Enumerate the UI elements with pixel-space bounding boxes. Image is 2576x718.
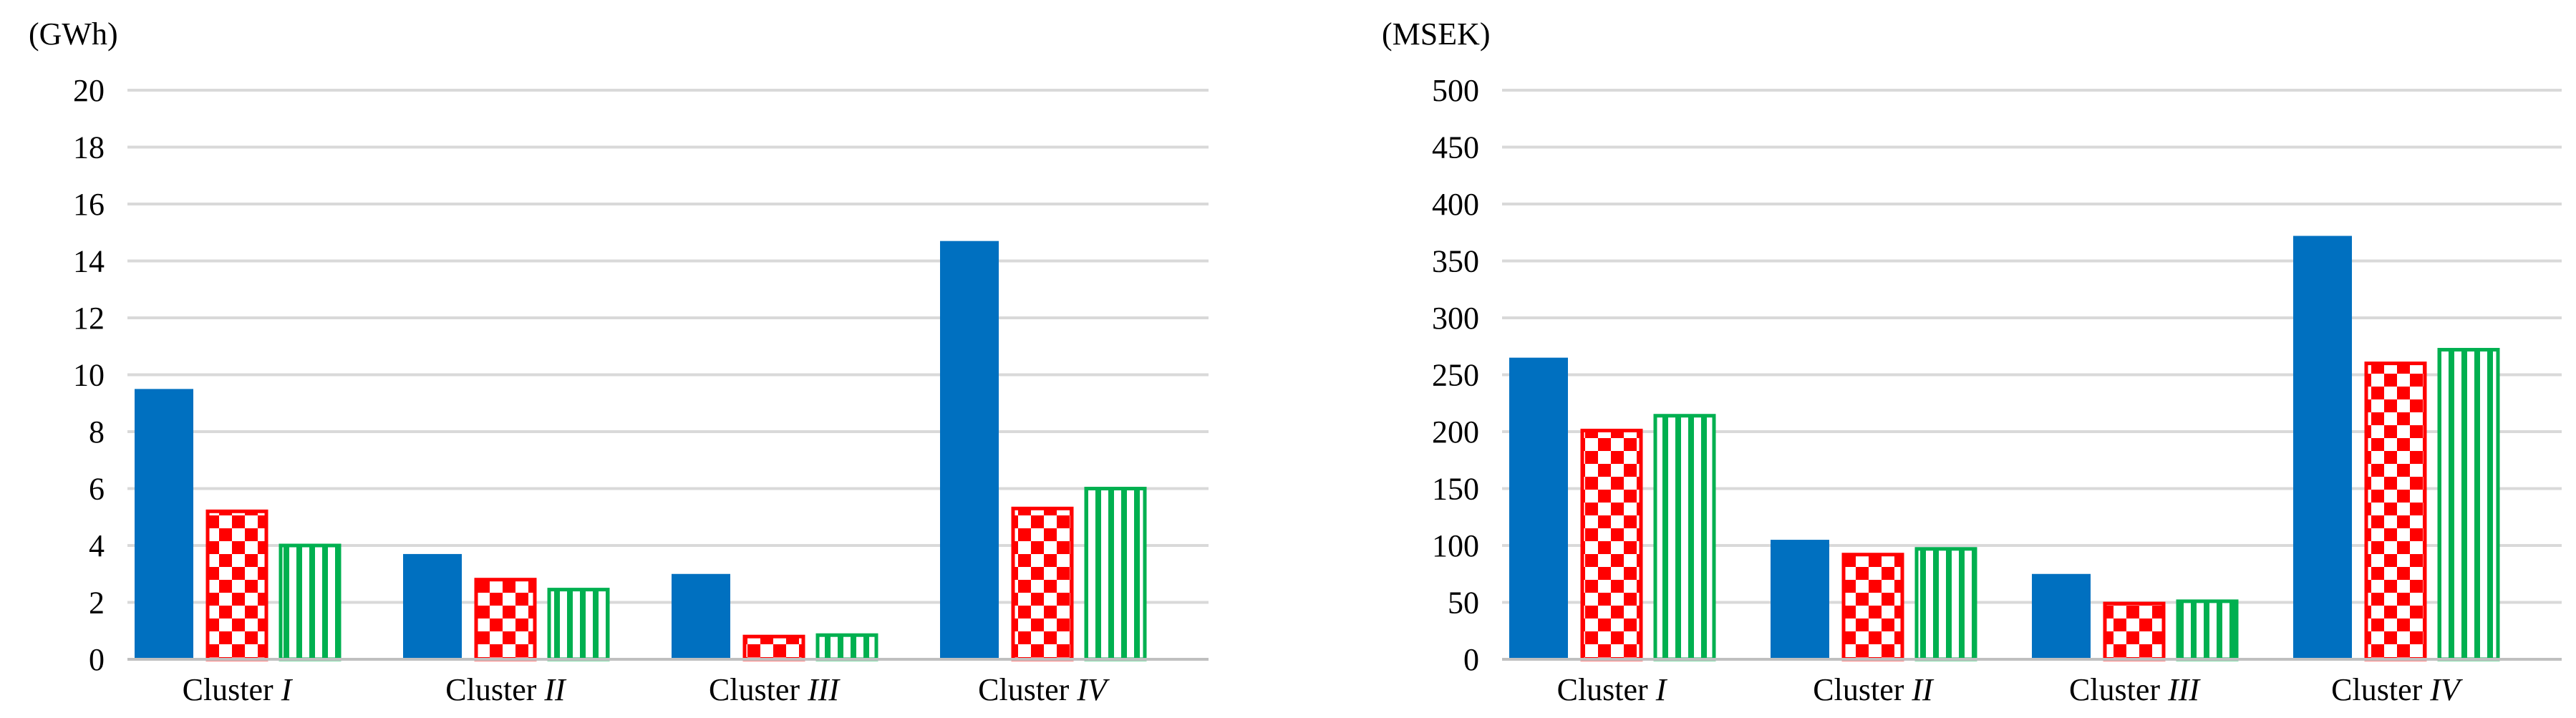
energy-category-label: Cluster IV <box>978 672 1110 707</box>
energy-bar-checkerboard <box>742 634 805 661</box>
cost-chart: (MSEK) 0 50 100 150 200 250 300 350 400 450 500 Clu… <box>1382 16 2562 707</box>
energy-category-label: Cluster III <box>709 672 841 707</box>
cost-y-tick-label: 300 <box>1432 301 1479 336</box>
energy-bar-vertical-stripes <box>1084 487 1147 661</box>
energy-y-tick-label: 2 <box>89 586 105 621</box>
energy-y-tick-label: 14 <box>73 244 105 279</box>
energy-bar-solid <box>672 573 730 659</box>
cost-bar-checkerboard <box>2103 601 2166 661</box>
energy-bar-solid <box>940 241 999 659</box>
cost-y-tick-label: 0 <box>1463 642 1479 677</box>
cost-bar-vertical-stripes <box>1653 414 1716 661</box>
energy-y-tick-label: 20 <box>73 73 105 108</box>
energy-chart: (GWh) 0 2 4 6 8 10 12 14 16 18 20 Cluster I Cluster … <box>29 16 1209 707</box>
cost-bar-solid <box>2032 573 2091 659</box>
energy-bar-checkerboard <box>474 578 537 661</box>
cost-category-label: Cluster III <box>2069 672 2201 707</box>
energy-y-tick-label: 18 <box>73 130 105 165</box>
cost-category-label: Cluster IV <box>2331 672 2464 707</box>
energy-y-tick-label: 8 <box>89 414 105 450</box>
energy-bar-checkerboard <box>205 509 268 661</box>
cost-bar-solid <box>1771 540 1829 659</box>
energy-unit-label: (GWh) <box>29 16 118 52</box>
cost-bar-checkerboard <box>1580 428 1643 661</box>
energy-y-tick-label: 6 <box>89 472 105 507</box>
energy-bar-vertical-stripes <box>815 633 878 661</box>
cost-y-tick-label: 200 <box>1432 414 1479 450</box>
cost-y-tick-label: 50 <box>1448 586 1479 621</box>
cost-bar-checkerboard <box>1841 553 1904 661</box>
energy-y-tick-label: 0 <box>89 642 105 677</box>
cost-category-label: Cluster I <box>1557 672 1668 707</box>
cost-bar-vertical-stripes <box>2437 348 2500 661</box>
cost-y-tick-label: 400 <box>1432 187 1479 222</box>
energy-y-tick-label: 10 <box>73 358 105 393</box>
cost-y-tick-label: 250 <box>1432 358 1479 393</box>
cost-y-tick-label: 350 <box>1432 244 1479 279</box>
energy-category-label: Cluster I <box>183 672 294 707</box>
cost-bar-vertical-stripes <box>2176 599 2239 661</box>
energy-bar-solid <box>135 389 193 659</box>
energy-bar-solid <box>403 553 462 659</box>
cost-bar-vertical-stripes <box>1914 547 1977 661</box>
energy-bar-vertical-stripes <box>547 588 610 661</box>
cost-y-tick-label: 500 <box>1432 73 1479 108</box>
cost-unit-label: (MSEK) <box>1382 16 1491 52</box>
cost-bar-solid <box>1509 357 1568 659</box>
energy-y-tick-label: 16 <box>73 187 105 222</box>
cost-category-label: Cluster II <box>1813 672 1935 707</box>
energy-bar-checkerboard <box>1011 506 1074 661</box>
cost-bar-checkerboard <box>2364 362 2427 661</box>
energy-y-tick-label: 4 <box>89 528 105 563</box>
cost-y-tick-label: 100 <box>1432 528 1479 563</box>
energy-y-tick-label: 12 <box>73 301 105 336</box>
energy-bar-vertical-stripes <box>279 543 342 661</box>
energy-category-label: Cluster II <box>445 672 567 707</box>
cost-bar-solid <box>2293 236 2352 659</box>
cost-y-tick-label: 150 <box>1432 472 1479 507</box>
cost-y-tick-label: 450 <box>1432 130 1479 165</box>
